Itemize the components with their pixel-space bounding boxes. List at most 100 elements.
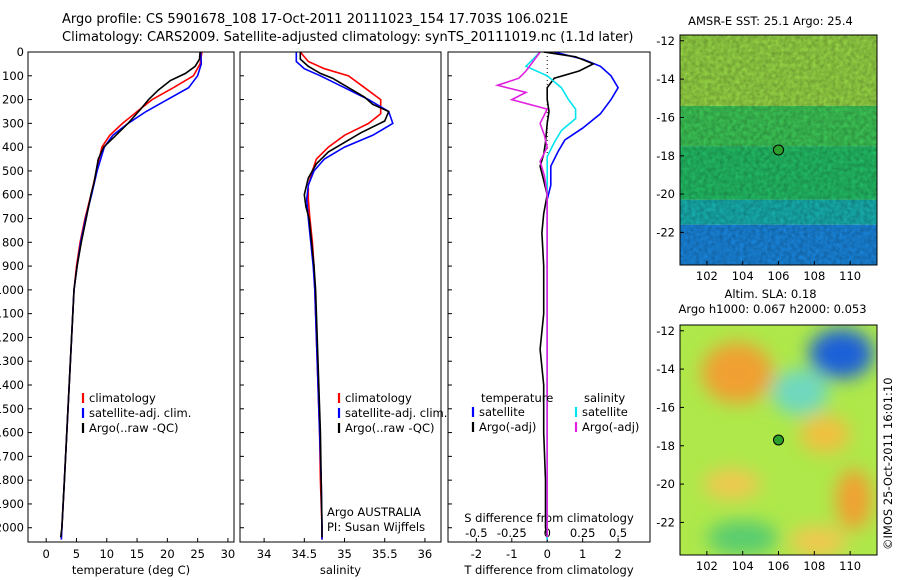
argo-location-marker — [773, 434, 784, 446]
y-tick-label: 1600 — [0, 426, 24, 440]
difference-panel: -2 -1 0 1 2 T difference from climatology S di… — [447, 51, 651, 577]
sla-anomaly — [703, 468, 761, 500]
x-tick-label: 5 — [73, 547, 80, 561]
x-tick-label: 106 — [768, 559, 790, 573]
legend-label: satellite-adj. clim. — [345, 406, 447, 420]
y-tick-label: 1400 — [0, 378, 24, 392]
y-tick-label: -18 — [656, 439, 675, 453]
temperature-panel: 0100200300400500600700800900100011001200… — [0, 45, 235, 577]
y-tick-label: 2000 — [0, 521, 24, 535]
legend-title: temperature — [481, 391, 553, 405]
sla-anomaly — [799, 415, 851, 454]
y-tick-label: 800 — [2, 235, 24, 249]
y-tick-label: 1000 — [0, 283, 24, 297]
legend-title: salinity — [584, 391, 625, 405]
series-line — [524, 51, 577, 540]
series-line — [546, 51, 620, 540]
axes-frame — [447, 51, 651, 543]
x-tick-label: -2 — [471, 547, 482, 561]
y-tick-label: 1100 — [0, 307, 24, 321]
x-tick-label: 2 — [614, 547, 621, 561]
x-tick-label: 102 — [696, 559, 718, 573]
x2-tick-label: 0.5 — [609, 526, 627, 540]
series-line — [299, 52, 390, 538]
x-tick-label: 108 — [803, 559, 825, 573]
x-tick-label: 34 — [257, 547, 272, 561]
x-tick-label: 20 — [160, 547, 175, 561]
series-line — [539, 51, 596, 538]
sla-anomaly — [701, 342, 774, 404]
sla-anomaly — [835, 468, 872, 531]
y-tick-label: 1800 — [0, 473, 24, 487]
x-tick-label: 1 — [579, 547, 586, 561]
legend: temperature salinitysatelliteArgo(-adj)sa… — [471, 391, 639, 434]
legend-label: Argo(..raw -QC) — [89, 421, 179, 435]
x-tick-label: 106 — [768, 269, 790, 283]
pi-label: PI: Susan Wijffels — [327, 520, 425, 534]
y-tick-label: -20 — [656, 477, 675, 491]
sla-blobs — [701, 328, 874, 555]
x-tick-label: 102 — [696, 269, 718, 283]
argo-country-label: Argo AUSTRALIA — [327, 505, 421, 519]
imos-timestamp: ©IMOS 25-Oct-2011 16:01:10 — [881, 377, 895, 550]
y-tick-label: 100 — [2, 69, 24, 83]
y-tick-label: -16 — [656, 400, 675, 414]
legend-label: satellite — [479, 405, 525, 419]
x-tick-label: 110 — [839, 559, 861, 573]
y-tick-label: 1300 — [0, 354, 24, 368]
legend-label: Argo(-adj) — [582, 420, 639, 434]
sla-anomaly — [808, 328, 874, 379]
y-tick-label: -18 — [656, 149, 675, 163]
axes-frame — [27, 51, 235, 543]
x-tick-label: 104 — [732, 269, 754, 283]
series-line — [299, 51, 382, 540]
salinity-panel: 34 34.5 35 35.5 36 salinity — [239, 51, 442, 577]
x-tick-label: 35.5 — [372, 547, 398, 561]
x-tick-label: 36 — [418, 547, 433, 561]
y-tick-label: -16 — [656, 110, 675, 124]
figure-subtitle: Climatology: CARS2009. Satellite-adjuste… — [62, 30, 634, 45]
sla-map: 102 104 106 108 110 -12 -14 -16 -18 -20 -22 Altim. … — [656, 287, 878, 573]
x2-tick-label: 0.25 — [570, 526, 596, 540]
axes-frame — [239, 51, 442, 543]
map-title: AMSR-E SST: 25.1 Argo: 25.4 — [688, 14, 853, 28]
x-tick-label: 15 — [130, 547, 145, 561]
map-field — [680, 325, 877, 555]
sla-anomaly — [706, 520, 779, 555]
sla-anomaly — [789, 526, 847, 555]
legend-label: Argo(..raw -QC) — [345, 421, 435, 435]
x-tick-label: 35 — [337, 547, 352, 561]
y-tick-label: 600 — [2, 188, 24, 202]
x2-tick-label: -0.5 — [465, 526, 487, 540]
x-axis-label: temperature (deg C) — [72, 563, 190, 577]
x-tick-label: 0 — [43, 547, 50, 561]
sst-map: 102 104 106 108 110 -12 -14 -16 -18 -20 -22 AMSR-E … — [656, 14, 878, 283]
series-line — [59, 51, 201, 538]
y-tick-label: 900 — [2, 259, 24, 273]
map-title: Altim. SLA: 0.18 — [724, 287, 816, 301]
legend-label: Argo(-adj) — [479, 420, 536, 434]
y-tick-label: -22 — [656, 515, 675, 529]
x2-tick-label: -0.25 — [497, 526, 527, 540]
legend-label: climatology — [345, 391, 412, 405]
x-tick-label: 10 — [99, 547, 114, 561]
legend-label: satellite — [582, 405, 628, 419]
figure-title: Argo profile: CS 5901678_108 17-Oct-2011… — [62, 12, 569, 27]
legend-label: satellite-adj. clim. — [89, 406, 191, 420]
y-tick-label: 700 — [2, 212, 24, 226]
sla-anomaly — [771, 369, 829, 416]
y-tick-label: 1200 — [0, 330, 24, 344]
x-tick-label: 0 — [544, 547, 551, 561]
x-axis-label: T difference from climatology — [463, 563, 634, 577]
argo-location-marker — [773, 144, 784, 156]
y-tick-label: 1900 — [0, 497, 24, 511]
x-tick-label: 110 — [839, 269, 861, 283]
series-line — [60, 51, 203, 540]
x-tick-label: 104 — [732, 559, 754, 573]
x-axis-label: salinity — [320, 563, 361, 577]
legend-label: climatology — [89, 391, 156, 405]
x-tick-label: 30 — [221, 547, 236, 561]
